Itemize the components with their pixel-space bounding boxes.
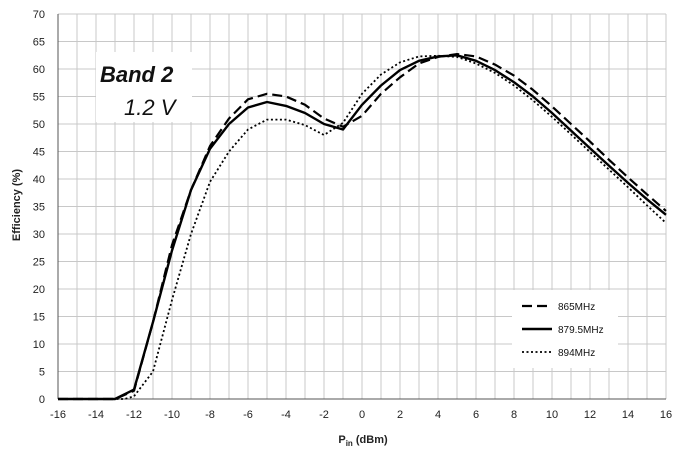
y-tick-label: 25 [33, 257, 45, 269]
band-annotation-bg [96, 52, 192, 122]
legend-label: 879.5MHz [558, 325, 604, 336]
x-tick-label: 16 [660, 409, 672, 421]
legend-label: 865MHz [558, 302, 595, 313]
x-tick-label: -14 [88, 409, 104, 421]
y-tick-label: 60 [33, 64, 45, 76]
y-tick-label: 50 [33, 119, 45, 131]
legend-label: 894MHz [558, 348, 595, 359]
x-tick-label: -12 [126, 409, 142, 421]
x-tick-label: 8 [511, 409, 517, 421]
x-tick-label: -10 [164, 409, 180, 421]
x-tick-label: 0 [359, 409, 365, 421]
x-axis-title-sub: in [346, 439, 353, 448]
x-tick-label: 14 [622, 409, 634, 421]
x-tick-label: 2 [397, 409, 403, 421]
y-axis-title: Efficiency (%) [11, 169, 23, 241]
y-tick-label: 65 [33, 37, 45, 49]
x-tick-label: -16 [50, 409, 66, 421]
y-tick-label: 45 [33, 147, 45, 159]
y-tick-label: 20 [33, 284, 45, 296]
x-tick-label: -4 [281, 409, 291, 421]
y-tick-label: 5 [39, 367, 45, 379]
x-tick-label: 10 [546, 409, 558, 421]
x-tick-label: -6 [243, 409, 253, 421]
x-axis-title-unit: (dBm) [353, 434, 388, 446]
legend: 865MHz 879.5MHz 894MHz [512, 290, 618, 368]
x-tick-label: -8 [205, 409, 215, 421]
series-line-879-5mhz [58, 54, 667, 401]
band-annotation: Band 2 1.2 V [96, 52, 192, 122]
series-lines [58, 52, 667, 401]
y-tick-label: 40 [33, 174, 45, 186]
x-tick-label: 6 [473, 409, 479, 421]
band-title: Band 2 [100, 62, 174, 87]
y-tick-label: 70 [33, 9, 45, 21]
x-tick-label: 12 [584, 409, 596, 421]
y-tick-label: 55 [33, 92, 45, 104]
x-axis-title: Pin (dBm) [338, 434, 388, 448]
x-tick-label: -2 [319, 409, 329, 421]
series-line-894mhz [58, 54, 667, 400]
x-tick-label: 4 [435, 409, 441, 421]
y-tick-label: 10 [33, 339, 45, 351]
band-voltage: 1.2 V [124, 95, 178, 120]
y-tick-label: 35 [33, 202, 45, 214]
y-tick-label: 30 [33, 229, 45, 241]
y-tick-label: 15 [33, 312, 45, 324]
y-tick-label: 0 [39, 394, 45, 406]
x-axis-title-main: P [338, 434, 345, 446]
